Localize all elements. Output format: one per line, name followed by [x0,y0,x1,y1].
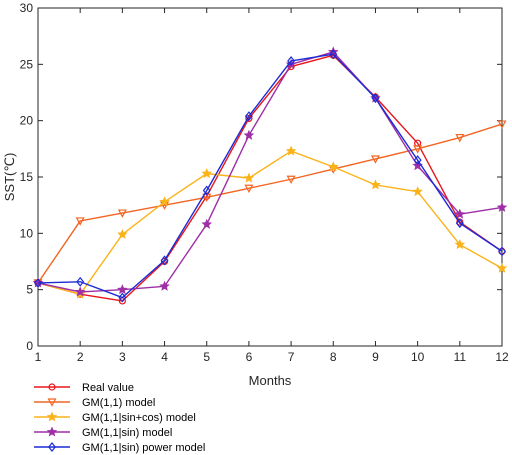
legend-marker [48,383,56,391]
data-point [117,228,128,239]
x-tick-label: 4 [161,350,168,364]
x-tick-label: 9 [372,350,379,364]
data-point [117,284,128,295]
legend-label: GM(1,1) model [82,397,155,409]
x-tick-label: 1 [35,350,42,364]
x-tick-label: 8 [330,350,337,364]
data-point [118,292,127,303]
legend-label: GM(1,1|sin) model [82,427,172,439]
y-axis: 0 5 10 15 20 25 30 [20,1,502,353]
y-axis-title: SST(℃) [2,153,17,202]
data-point [201,168,213,179]
data-point [243,129,255,140]
y-tick-label: 5 [26,283,33,297]
data-point [159,196,170,207]
data-point [159,280,170,291]
y-tick-label: 20 [20,114,34,128]
series-layer [32,46,508,305]
data-point [285,58,297,69]
data-point [244,184,254,194]
series-line [37,123,503,284]
legend-marker [46,426,58,437]
data-point [160,255,169,266]
data-point [244,111,253,122]
legend-entry: GM(1,1) model [34,397,155,409]
data-point [76,276,85,287]
data-point [497,120,507,129]
data-point [370,179,381,190]
data-point [287,55,296,66]
data-point [201,218,213,229]
series-1 [33,120,507,288]
y-tick-label: 10 [20,226,34,240]
data-point [454,239,466,250]
x-axis-title: Months [249,373,292,388]
data-point [370,155,380,164]
data-point [329,49,338,60]
data-point [413,155,422,166]
x-tick-label: 10 [411,350,425,364]
data-point [455,218,464,229]
series-line [37,51,503,293]
data-point [413,145,423,154]
plot-area [37,7,503,347]
y-tick-label: 25 [20,57,34,71]
data-point [371,93,380,104]
data-point [75,217,85,226]
series-line [37,53,503,299]
legend-box [26,377,236,453]
data-point [286,175,296,185]
data-point [285,145,297,156]
legend-entry: GM(1,1|sin+cos) model [34,411,196,424]
legend-label: Real value [82,382,134,394]
legend-label: GM(1,1|sin) power model [82,442,205,454]
data-point [243,172,255,183]
x-axis: 1 2 3 4 5 6 7 8 9 10 11 12 [35,8,509,364]
x-tick-label: 12 [495,350,509,364]
x-tick-label: 3 [119,350,126,364]
data-point [454,208,466,219]
data-point [498,246,506,257]
series-4 [34,49,506,303]
data-point [202,185,211,196]
legend-marker [47,398,57,407]
x-tick-label: 7 [288,350,295,364]
y-tick-label: 30 [20,1,34,15]
series-line [37,150,503,295]
x-tick-label: 2 [77,350,84,364]
legend-marker [48,442,56,452]
y-tick-label: 0 [26,339,33,353]
data-point [412,186,423,197]
series-line [37,54,503,302]
data-point [34,277,42,288]
legend-entry: Real value [34,382,134,394]
data-point [496,201,508,212]
x-tick-label: 6 [246,350,253,364]
x-tick-label: 5 [203,350,210,364]
data-point [327,161,339,172]
legend-marker [46,411,58,422]
series-3 [32,46,508,297]
data-point [496,262,508,273]
legend-entry: GM(1,1|sin) power model [34,442,205,454]
legend: Real value GM(1,1) model GM(1,1|sin+cos) m… [34,382,205,454]
legend-label: GM(1,1|sin+cos) model [82,412,196,424]
y-tick-label: 15 [20,170,34,184]
data-point [117,209,127,218]
data-point [455,133,465,143]
legend-entry: GM(1,1|sin) model [34,426,172,439]
x-tick-label: 11 [454,350,467,364]
data-point [74,286,86,297]
